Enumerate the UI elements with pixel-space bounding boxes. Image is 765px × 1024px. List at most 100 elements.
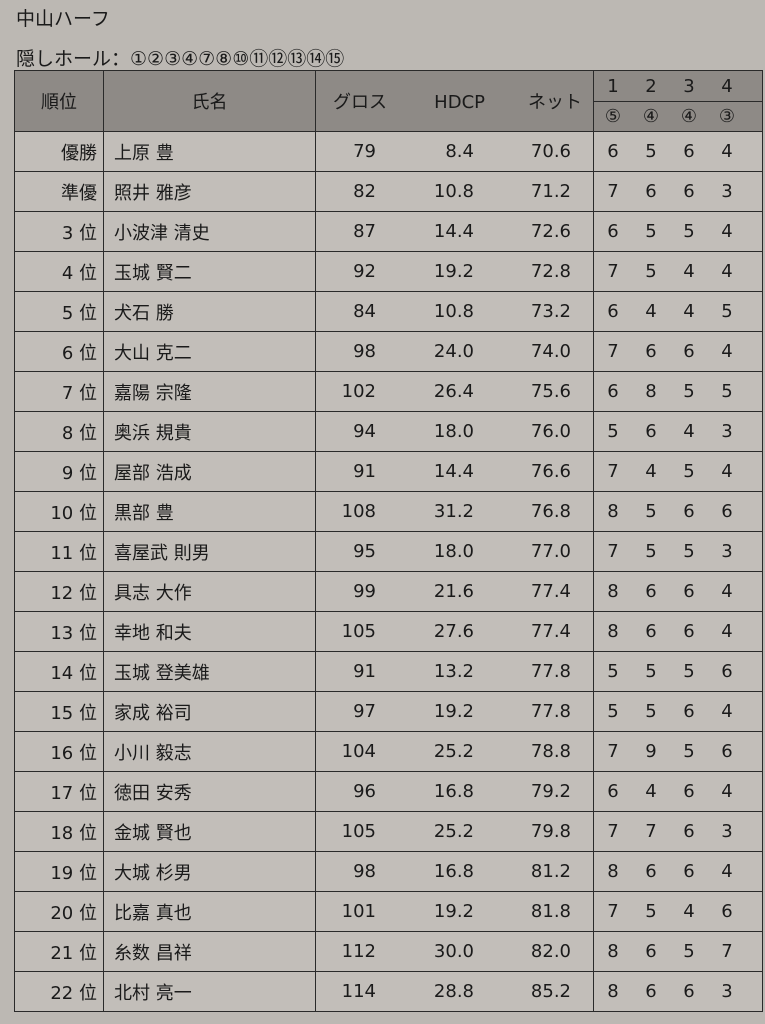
- hdcp-value: 16.8: [433, 861, 474, 882]
- hole-scores-cell: 7 5 4 6: [593, 891, 763, 932]
- par-1: ⑤: [604, 105, 622, 127]
- hole-scores-cell: 6 4 4 5: [593, 291, 763, 332]
- name-cell: 大山 克二: [103, 331, 316, 372]
- hdcp-value: 28.8: [433, 981, 474, 1002]
- hole-score: 8: [607, 941, 619, 962]
- net-value: 77.4: [530, 621, 571, 642]
- gross-value: 82: [353, 181, 376, 202]
- hole-score: 5: [645, 261, 657, 282]
- score-cell: 112 30.0 82.0: [315, 931, 594, 972]
- hole-3: 3: [683, 75, 695, 97]
- hole-score: 4: [721, 261, 733, 282]
- hole-score: 5: [683, 461, 695, 482]
- hdcp-value: 14.4: [433, 461, 474, 482]
- hole-score: 3: [721, 981, 733, 1002]
- name-cell: 大城 杉男: [103, 851, 316, 892]
- hole-score: 5: [683, 221, 695, 242]
- rank-cell: 13 位: [14, 611, 104, 652]
- hole-score: 7: [607, 261, 619, 282]
- net-value: 78.8: [530, 741, 571, 762]
- score-cell: 99 21.6 77.4: [315, 571, 594, 612]
- name-cell: 玉城 登美雄: [103, 651, 316, 692]
- hole-score: 6: [683, 341, 695, 362]
- gross-value: 87: [353, 221, 376, 242]
- score-cell: 91 14.4 76.6: [315, 451, 594, 492]
- hole-score: 6: [607, 781, 619, 802]
- net-value: 81.8: [530, 901, 571, 922]
- gross-value: 97: [353, 701, 376, 722]
- net-value: 85.2: [530, 981, 571, 1002]
- gross-value: 102: [341, 381, 376, 402]
- hole-score: 5: [645, 541, 657, 562]
- rank-cell: 5 位: [14, 291, 104, 332]
- name-cell: 奥浜 規貴: [103, 411, 316, 452]
- hole-scores-cell: 8 5 6 6: [593, 491, 763, 532]
- header-hdcp: HDCP: [434, 92, 485, 113]
- net-value: 75.6: [530, 381, 571, 402]
- hole-score: 8: [645, 381, 657, 402]
- hole-score: 5: [721, 301, 733, 322]
- hole-score: 7: [607, 341, 619, 362]
- rank-cell: 20 位: [14, 891, 104, 932]
- hdcp-value: 21.6: [433, 581, 474, 602]
- hole-score: 5: [645, 141, 657, 162]
- score-cell: 97 19.2 77.8: [315, 691, 594, 732]
- hole-numbers: 1 2 3 4: [594, 72, 762, 102]
- table-row: 20 位比嘉 真也 101 19.2 81.8 7 5 4 6: [14, 891, 763, 932]
- table-row: 19 位大城 杉男 98 16.8 81.2 8 6 6 4: [14, 851, 763, 892]
- hole-score: 6: [721, 741, 733, 762]
- rank-cell: 10 位: [14, 491, 104, 532]
- rank-cell: 14 位: [14, 651, 104, 692]
- hole-1: 1: [607, 75, 619, 97]
- score-cell: 98 24.0 74.0: [315, 331, 594, 372]
- hole-score: 6: [683, 141, 695, 162]
- gross-value: 91: [353, 661, 376, 682]
- hole-scores-cell: 7 6 6 3: [593, 171, 763, 212]
- hdcp-value: 25.2: [433, 821, 474, 842]
- page-title: 中山ハーフ: [16, 8, 110, 30]
- hole-score: 7: [607, 461, 619, 482]
- hole-score: 5: [683, 941, 695, 962]
- rank-cell: 22 位: [14, 971, 104, 1012]
- hdcp-value: 19.2: [433, 701, 474, 722]
- hole-score: 4: [721, 461, 733, 482]
- score-cell: 92 19.2 72.8: [315, 251, 594, 292]
- hole-score: 4: [721, 141, 733, 162]
- name-cell: 喜屋武 則男: [103, 531, 316, 572]
- gross-value: 92: [353, 261, 376, 282]
- gross-value: 104: [341, 741, 376, 762]
- hole-scores-cell: 7 6 6 4: [593, 331, 763, 372]
- hole-score: 6: [645, 621, 657, 642]
- hole-scores-cell: 6 8 5 5: [593, 371, 763, 412]
- hole-score: 9: [645, 741, 657, 762]
- rank-cell: 12 位: [14, 571, 104, 612]
- rank-cell: 11 位: [14, 531, 104, 572]
- table-row: 15 位家成 裕司 97 19.2 77.8 5 5 6 4: [14, 691, 763, 732]
- hole-score: 6: [683, 501, 695, 522]
- table-row: 5 位犬石 勝 84 10.8 73.2 6 4 4 5: [14, 291, 763, 332]
- score-cell: 114 28.8 85.2: [315, 971, 594, 1012]
- table-row: 17 位徳田 安秀 96 16.8 79.2 6 4 6 4: [14, 771, 763, 812]
- rank-cell: 15 位: [14, 691, 104, 732]
- net-value: 76.0: [530, 421, 571, 442]
- name-cell: 幸地 和夫: [103, 611, 316, 652]
- table-row: 22 位北村 亮一 114 28.8 85.2 8 6 6 3: [14, 971, 763, 1012]
- table-row: 8 位奥浜 規貴 94 18.0 76.0 5 6 4 3: [14, 411, 763, 452]
- gross-value: 96: [353, 781, 376, 802]
- name-cell: 小波津 清史: [103, 211, 316, 252]
- hdcp-value: 14.4: [433, 221, 474, 242]
- net-value: 82.0: [530, 941, 571, 962]
- hole-scores-cell: 6 5 6 4: [593, 131, 763, 172]
- gross-value: 101: [341, 901, 376, 922]
- net-value: 77.8: [530, 661, 571, 682]
- table-row: 11 位喜屋武 則男 95 18.0 77.0 7 5 5 3: [14, 531, 763, 572]
- hole-score: 5: [645, 901, 657, 922]
- score-cell: 84 10.8 73.2: [315, 291, 594, 332]
- hole-score: 6: [683, 981, 695, 1002]
- hole-score: 4: [721, 861, 733, 882]
- net-value: 76.6: [530, 461, 571, 482]
- header-rank: 順位: [14, 70, 104, 132]
- hole-score: 4: [721, 701, 733, 722]
